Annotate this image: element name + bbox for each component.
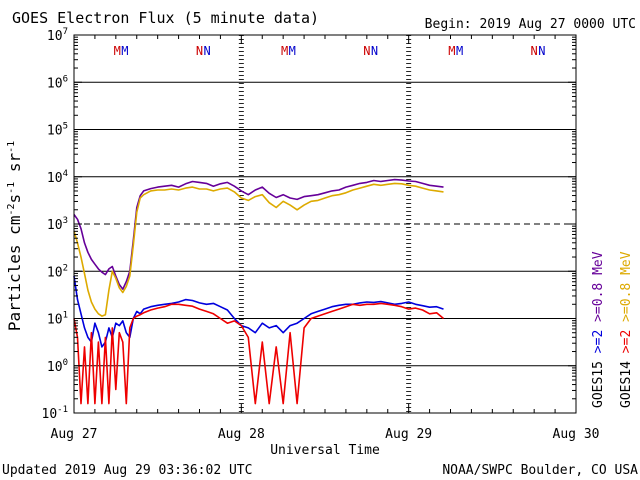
y-tick-label: 100 [47, 358, 68, 375]
mn-marker: N [196, 44, 203, 58]
x-day-label: Aug 28 [218, 427, 265, 442]
series-goes15-0-8-mev [73, 178, 444, 291]
mn-marker: M [121, 44, 128, 58]
series-goes14-2-mev [73, 302, 445, 405]
y-axis-ticks: 10-1 100 101 102 103 104 105 106 107 [42, 27, 576, 422]
y-tick-label: 102 [47, 263, 68, 280]
mn-marker: N [204, 44, 211, 58]
mn-marker: N [531, 44, 538, 58]
legend-column: GOES15 >=2 >=0.8 MeV [591, 251, 606, 408]
legend-entry: GOES15 [591, 361, 606, 408]
legend-entry: GOES14 [619, 361, 634, 408]
mn-marker: M [114, 44, 121, 58]
begin-label: Begin: 2019 Aug 27 0000 UTC [425, 17, 636, 32]
y-tick-label: 107 [47, 27, 68, 44]
x-day-label: Aug 27 [51, 427, 98, 442]
chart-title: GOES Electron Flux (5 minute data) [12, 9, 319, 27]
y-tick-label: 103 [47, 216, 68, 233]
y-tick-label: 104 [47, 169, 68, 186]
mn-marker: M [456, 44, 463, 58]
y-tick-label: 10-1 [42, 405, 69, 422]
grid-lines [74, 81, 576, 367]
legend-entry: >=2 [591, 330, 606, 361]
updated-timestamp: Updated 2019 Aug 29 03:36:02 UTC [2, 463, 252, 478]
x-day-label: Aug 29 [385, 427, 432, 442]
y-axis-label: Particles cm-2s-1 sr-1 [5, 141, 24, 331]
series-goes14-0-8-mev [73, 182, 444, 317]
mn-marker: M [448, 44, 455, 58]
mn-marker: N [538, 44, 545, 58]
x-day-label: Aug 30 [553, 427, 600, 442]
legend-entry: >=0.8 MeV [591, 251, 606, 329]
x-axis-ticks: Aug 27 Aug 28 Aug 29 Aug 30 [51, 35, 600, 442]
y-tick-label: 105 [47, 122, 68, 139]
mn-marker: M [289, 44, 296, 58]
mn-marker: N [371, 44, 378, 58]
legend-entry: >=2 [619, 330, 634, 361]
y-tick-label: 106 [47, 74, 68, 91]
legend-column: GOES14 >=2 >=0.8 MeV [619, 251, 634, 408]
series-goes15-2-mev [73, 275, 444, 348]
legend-entry: >=0.8 MeV [619, 251, 634, 329]
mn-marker: N [363, 44, 370, 58]
mn-marker: M [281, 44, 288, 58]
series-lines [73, 178, 445, 405]
credit-label: NOAA/SWPC Boulder, CO USA [442, 463, 638, 478]
y-tick-label: 101 [47, 311, 68, 328]
x-axis-label: Universal Time [270, 443, 380, 458]
